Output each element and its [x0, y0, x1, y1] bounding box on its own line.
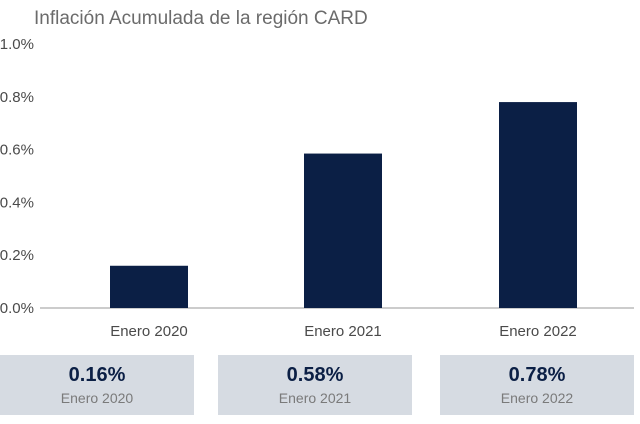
x-axis-tick-labels: Enero 2020 Enero 2021 Enero 2022	[110, 323, 577, 340]
y-axis-tick-labels: 1.0% 0.8% 0.6% 0.4% 0.2% 0.0%	[0, 36, 34, 317]
summary-label: Enero 2020	[60, 390, 134, 406]
y-tick-label: 0.8%	[0, 89, 34, 106]
bars	[110, 102, 577, 308]
summary-card-2020: 0.16% Enero 2020	[0, 355, 194, 415]
bar	[304, 153, 382, 308]
x-tick-label: Enero 2022	[499, 323, 577, 340]
bar	[110, 265, 188, 308]
x-tick-label: Enero 2021	[304, 323, 382, 340]
y-tick-label: 0.2%	[0, 247, 34, 264]
summary-value: 0.58%	[286, 364, 344, 386]
summary-value: 0.16%	[68, 364, 126, 386]
bar	[499, 102, 577, 308]
x-tick-label: Enero 2020	[110, 323, 188, 340]
y-tick-label: 0.6%	[0, 142, 34, 159]
y-tick-label: 0.0%	[0, 300, 34, 317]
bar-chart: 1.0%0.8%0.6%0.4%0.2%0.0% Enero 2020 Enero…	[0, 36, 634, 340]
chart-title: Inflación Acumulada de la región CARD	[34, 8, 368, 29]
y-tick-label: 1.0%	[0, 36, 34, 53]
summary-label: Enero 2021	[278, 390, 352, 406]
y-tick-label: 0.4%	[0, 194, 34, 211]
summary-label: Enero 2022	[500, 390, 574, 406]
summary-card-2022: 0.78% Enero 2022	[440, 355, 634, 415]
summary-value: 0.78%	[508, 364, 566, 386]
summary-card-2021: 0.58% Enero 2021	[218, 355, 412, 415]
